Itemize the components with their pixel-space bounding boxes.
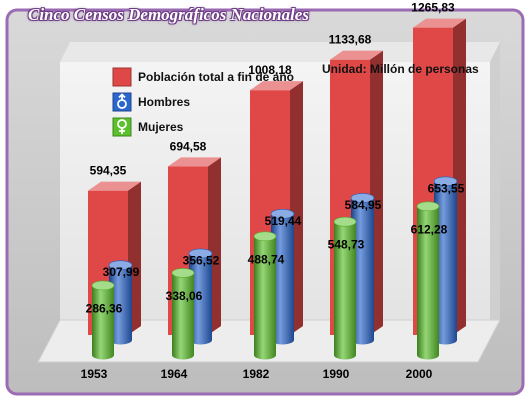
bar-hombres-1953 [108,260,133,345]
chart-title: Cinco Censos Demográficos Nacionales [28,5,309,24]
square-icon [112,67,132,87]
xtick-1953: 1953 [81,367,108,381]
bar-hombres-1964 [188,248,213,345]
bar-total-top-1990 [330,50,383,60]
label-hombres-1990: 584,95 [345,198,382,212]
unit-label: Unidad: Millón de personas [322,62,479,76]
female-symbol-icon [112,117,132,137]
label-total-1990: 1133,68 [329,33,372,47]
label-total-2000: 1265,83 [411,1,455,15]
legend-item-0: Población total a fin de año [112,67,294,87]
xtick-1982: 1982 [243,367,270,381]
bar-mujeres-1953 [91,280,115,360]
legend-label-0: Población total a fin de año [138,70,294,84]
bar-total-top-1982 [250,81,303,91]
legend-label-2: Mujeres [138,120,184,134]
legend-item-1: Hombres [112,92,190,112]
label-hombres-1964: 356,52 [183,253,220,267]
label-total-1953: 594,35 [90,164,127,178]
label-hombres-1953: 307,99 [103,265,140,279]
label-hombres-2000: 653,55 [428,181,465,195]
xtick-2000: 2000 [406,367,433,381]
male-symbol-icon [112,92,132,112]
xtick-1964: 1964 [161,367,188,381]
label-mujeres-1953: 286,36 [86,301,123,315]
bar-mujeres-1982 [253,231,277,360]
label-mujeres-1982: 488,74 [248,252,285,266]
label-total-1964: 694,58 [170,139,207,153]
bar-hombres-2000 [433,176,458,345]
bar-total-top-1953 [88,181,141,191]
bar-mujeres-2000 [416,201,440,360]
label-mujeres-1964: 338,06 [166,289,203,303]
bar-mujeres-1990 [333,216,357,360]
bar-total-top-1964 [168,157,221,167]
bar-hombres-1990 [350,193,375,345]
label-total-1982: 1008,18 [248,63,292,77]
xtick-1990: 1990 [323,367,350,381]
bar-mujeres-1964 [171,268,195,360]
legend-label-1: Hombres [138,95,190,109]
bar-total-top-2000 [413,18,466,28]
legend-item-2: Mujeres [112,117,184,137]
label-mujeres-2000: 612,28 [411,222,448,236]
label-hombres-1982: 519,44 [265,214,302,228]
label-mujeres-1990: 548,73 [328,238,365,252]
bar-hombres-1982 [270,209,295,345]
